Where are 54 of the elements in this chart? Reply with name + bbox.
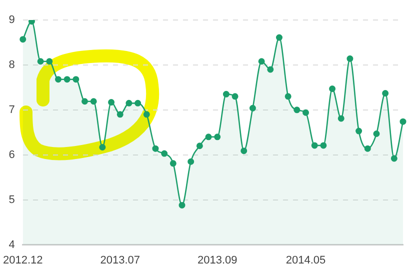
point — [390, 155, 398, 162]
x-tick-label: 2013.09 — [197, 254, 238, 266]
point — [232, 93, 238, 100]
point — [400, 118, 406, 125]
point — [161, 150, 168, 157]
point — [134, 100, 142, 106]
point — [64, 76, 70, 83]
point — [170, 160, 176, 167]
point — [116, 111, 124, 118]
point — [356, 128, 362, 134]
point — [276, 34, 282, 41]
point — [28, 20, 35, 25]
point — [329, 86, 336, 92]
point — [338, 115, 344, 122]
point — [302, 109, 310, 116]
point — [240, 148, 248, 154]
point — [267, 66, 274, 73]
point — [346, 55, 354, 62]
point — [99, 144, 106, 150]
point — [20, 36, 26, 43]
point — [373, 130, 380, 137]
point — [196, 142, 203, 150]
point — [126, 100, 132, 106]
point — [82, 98, 88, 105]
point — [320, 142, 327, 149]
point — [143, 111, 150, 118]
point — [205, 134, 212, 140]
y-tick-label: 9 — [8, 14, 15, 26]
x-tick-label: 2014.05 — [286, 254, 326, 266]
point — [90, 98, 97, 105]
point — [37, 58, 44, 65]
y-tick-label: 5 — [8, 194, 15, 206]
point — [294, 106, 300, 114]
point — [249, 104, 256, 112]
point — [364, 145, 371, 152]
point — [311, 142, 318, 149]
point — [54, 76, 62, 83]
y-tick-label: 6 — [8, 148, 15, 161]
point — [178, 202, 186, 208]
point — [108, 99, 115, 106]
y-tick-label: 7 — [8, 104, 15, 116]
point — [214, 134, 221, 140]
y-tick-label: 8 — [8, 58, 15, 71]
x-tick-label: 2013.07 — [100, 254, 140, 266]
point — [46, 58, 53, 65]
point — [382, 90, 389, 97]
point — [188, 158, 194, 165]
point — [284, 93, 292, 100]
point — [72, 76, 80, 83]
x-tick-label: 2012.12 — [3, 254, 43, 266]
point — [258, 58, 265, 65]
point — [152, 145, 159, 152]
point — [222, 90, 230, 98]
y-tick-label: 4 — [8, 238, 15, 251]
